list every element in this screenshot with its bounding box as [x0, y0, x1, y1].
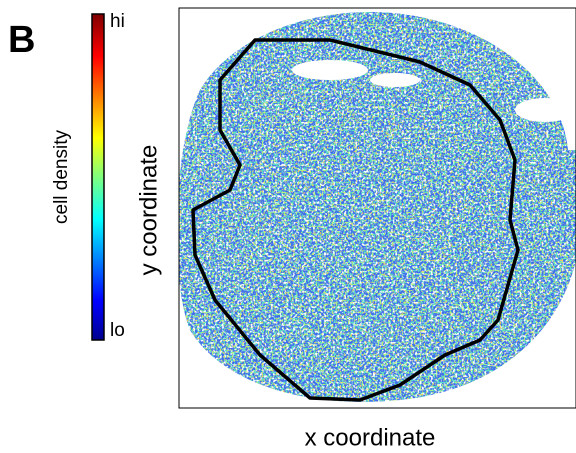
y-axis-label: y coordinate	[135, 145, 162, 276]
colorbar-min-label: lo	[110, 320, 125, 341]
x-axis-label: x coordinate	[305, 424, 436, 451]
colorbar-label: cell density	[51, 130, 72, 224]
gap	[370, 73, 420, 87]
region-outline	[191, 38, 520, 402]
density-map	[179, 12, 576, 402]
colorbar-max-label: hi	[110, 11, 125, 32]
gap	[292, 60, 368, 80]
panel-label: B	[8, 19, 35, 61]
gap	[515, 98, 575, 122]
plot-frame	[178, 7, 576, 409]
density-layer	[179, 12, 576, 402]
colorbar	[91, 13, 105, 341]
